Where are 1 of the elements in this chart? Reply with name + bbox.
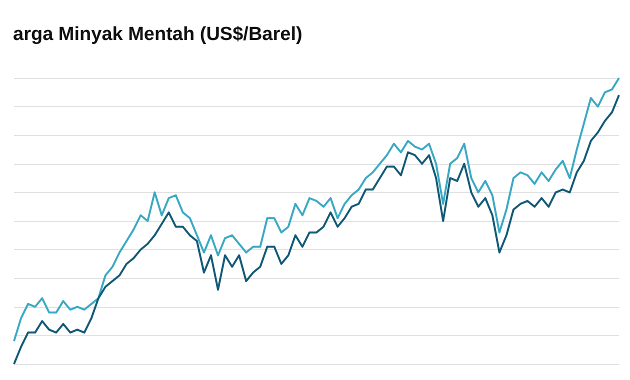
chart-title: arga Minyak Mentah (US$/Barel) xyxy=(13,24,302,45)
